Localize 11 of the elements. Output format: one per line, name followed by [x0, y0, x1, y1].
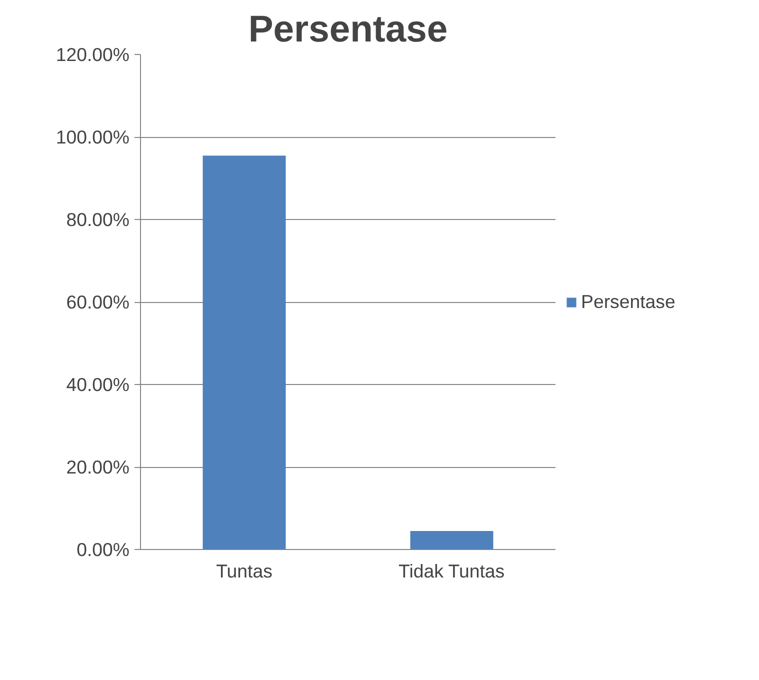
y-tick-label: 40.00% — [66, 374, 130, 395]
x-tick-label: Tuntas — [216, 560, 272, 582]
legend-label: Persentase — [581, 290, 676, 312]
y-tick-label: 60.00% — [66, 292, 130, 312]
y-tick-label: 0.00% — [76, 539, 130, 560]
y-tick-label: 80.00% — [66, 209, 130, 230]
x-tick-label: Tidak Tuntas — [398, 560, 505, 582]
y-tick-label: 120.00% — [56, 44, 130, 65]
y-tick-label: 20.00% — [66, 456, 130, 478]
chart-title: Persentase — [248, 8, 448, 50]
y-tick-label: 100.00% — [56, 126, 130, 148]
